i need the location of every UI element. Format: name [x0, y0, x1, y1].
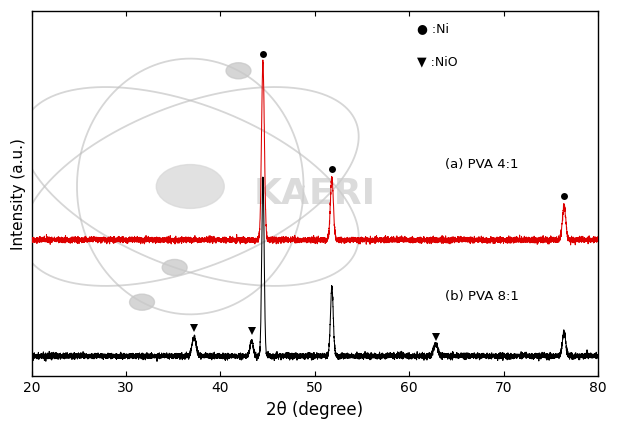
X-axis label: 2θ (degree): 2θ (degree)	[266, 401, 363, 419]
Y-axis label: Intensity (a.u.): Intensity (a.u.)	[11, 138, 26, 250]
Text: (a) PVA 4:1: (a) PVA 4:1	[445, 158, 519, 171]
Circle shape	[130, 294, 154, 310]
Text: (b) PVA 8:1: (b) PVA 8:1	[445, 289, 519, 303]
Text: KAERI: KAERI	[254, 177, 376, 211]
Text: ● :Ni: ● :Ni	[417, 22, 449, 35]
Text: ▼ :NiO: ▼ :NiO	[417, 55, 457, 68]
Circle shape	[226, 63, 251, 79]
Circle shape	[162, 259, 187, 276]
Circle shape	[156, 165, 224, 209]
